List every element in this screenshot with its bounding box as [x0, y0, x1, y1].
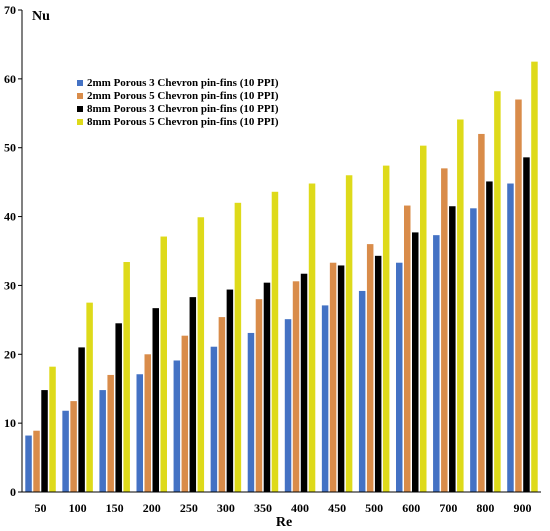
bar-4-re-450: [345, 175, 353, 492]
legend-swatch-3: [77, 106, 83, 112]
y-tick-label: 0: [10, 485, 16, 499]
bar-1-re-700: [433, 235, 440, 492]
x-tick-label: 150: [106, 501, 124, 515]
x-tick-label: 700: [439, 501, 457, 515]
bar-1-re-100: [62, 410, 69, 492]
bar-3-re-50: [41, 390, 48, 492]
bar-2-re-600: [404, 205, 411, 493]
bar-2-re-150: [107, 374, 114, 492]
bar-4-re-350: [271, 191, 279, 492]
bar-3-re-300: [226, 289, 234, 492]
legend-swatch-4: [77, 119, 83, 125]
y-tick-label: 30: [4, 278, 16, 292]
bar-3-re-400: [300, 273, 308, 492]
x-axis-label: Re: [276, 515, 292, 530]
x-tick-label: 600: [402, 501, 420, 515]
bar-2-re-500: [366, 244, 374, 492]
bar-1-re-500: [358, 290, 366, 492]
bar-4-re-900: [531, 61, 538, 492]
x-tick-label: 500: [365, 501, 383, 515]
bar-2-re-200: [144, 354, 151, 492]
legend: 2mm Porous 3 Chevron pin-fins (10 PPI)2m…: [77, 77, 279, 128]
legend-label-4: 8mm Porous 5 Chevron pin-fins (10 PPI): [87, 116, 279, 128]
x-tick-label: 800: [476, 501, 494, 515]
y-tick-labels: 0 10 20 30 40 50 60 70: [4, 3, 22, 499]
bar-2-re-900: [515, 99, 522, 492]
bar-2-re-250: [181, 335, 189, 492]
legend-swatch-1: [77, 80, 83, 86]
legend-swatch-2: [77, 93, 83, 99]
bar-3-re-800: [486, 181, 493, 492]
bar-4-re-400: [308, 183, 316, 492]
x-tick-label: 450: [328, 501, 346, 515]
bar-3-re-900: [523, 157, 530, 492]
bar-3-re-500: [374, 255, 382, 492]
bar-1-re-400: [284, 319, 292, 492]
bar-4-re-800: [494, 91, 501, 492]
bar-1-re-600: [396, 262, 403, 492]
bar-4-re-600: [420, 145, 427, 492]
bar-4-re-300: [234, 202, 242, 493]
bar-2-re-300: [218, 317, 226, 492]
bar-1-re-450: [321, 305, 329, 492]
bar-2-re-100: [70, 401, 77, 492]
bar-4-re-500: [382, 165, 390, 492]
x-tick-label: 250: [180, 501, 198, 515]
y-tick-label: 20: [4, 347, 16, 361]
x-tick-label: 200: [143, 501, 161, 515]
bar-2-re-350: [255, 299, 263, 492]
bar-1-re-350: [247, 332, 255, 492]
bar-4-re-150: [123, 262, 130, 492]
legend-label-1: 2mm Porous 3 Chevron pin-fins (10 PPI): [87, 77, 279, 89]
bar-1-re-800: [470, 208, 477, 492]
bar-4-re-100: [86, 302, 93, 492]
bar-3-re-350: [263, 282, 271, 492]
bar-1-re-250: [173, 360, 181, 492]
bar-4-re-50: [49, 366, 56, 492]
bar-2-re-50: [33, 430, 40, 492]
bar-4-re-250: [197, 217, 205, 492]
x-tick-label: 400: [291, 501, 309, 515]
x-tick-label: 350: [254, 501, 272, 515]
bar-3-re-250: [189, 297, 197, 492]
bar-3-re-100: [78, 347, 85, 492]
y-tick-label: 40: [4, 210, 16, 224]
x-tick-label: 50: [35, 501, 47, 515]
bar-3-re-150: [115, 323, 122, 492]
legend-label-3: 8mm Porous 3 Chevron pin-fins (10 PPI): [87, 103, 279, 115]
x-tick-labels: 50 100 150 200 250 300 350 400 450 500 600 700 800 90…: [35, 501, 532, 515]
bar-2-re-700: [441, 168, 448, 492]
bar-4-re-200: [160, 236, 167, 492]
bar-2-re-450: [329, 262, 337, 492]
x-tick-label: 300: [217, 501, 235, 515]
bar-3-re-200: [152, 308, 159, 492]
y-axis-label: Nu: [32, 9, 50, 24]
axes-layer: [21, 10, 541, 493]
bar-1-re-150: [99, 390, 106, 492]
x-tick-label: 900: [513, 501, 531, 515]
bar-2-re-400: [292, 281, 300, 492]
bars-layer: [25, 61, 538, 493]
bar-3-re-600: [412, 232, 419, 492]
bar-3-re-700: [449, 206, 456, 493]
bar-1-re-300: [210, 346, 218, 492]
y-tick-label: 50: [4, 141, 16, 155]
x-tick-label: 100: [69, 501, 87, 515]
legend-label-2: 2mm Porous 5 Chevron pin-fins (10 PPI): [87, 90, 279, 102]
bar-1-re-200: [136, 374, 143, 492]
bar-2-re-800: [478, 133, 485, 492]
y-tick-label: 60: [4, 72, 16, 86]
y-tick-label: 10: [4, 416, 16, 430]
bar-3-re-450: [337, 265, 345, 492]
y-tick-label: 70: [4, 3, 16, 17]
bar-1-re-50: [25, 435, 32, 492]
bar-4-re-700: [457, 119, 464, 492]
bar-1-re-900: [507, 183, 514, 492]
